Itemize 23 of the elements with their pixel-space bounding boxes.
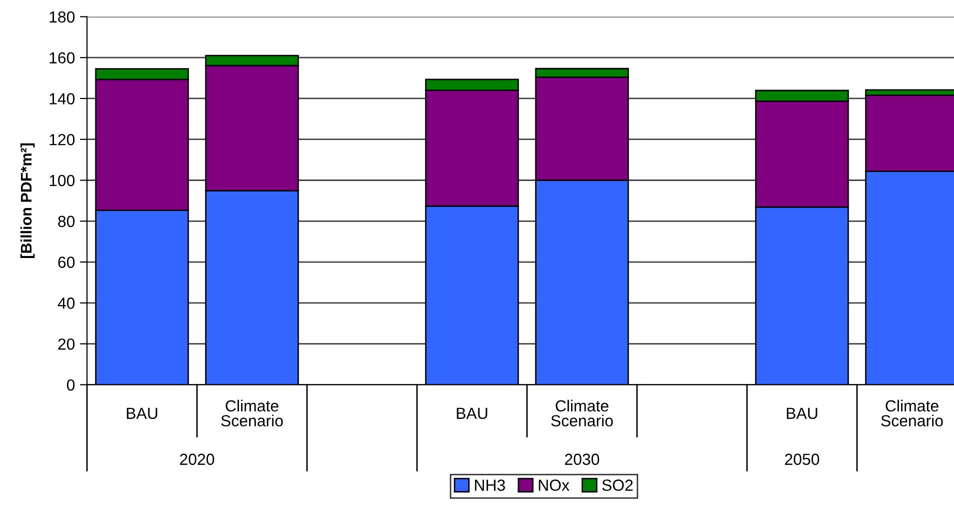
x-tick-label: BAU: [456, 408, 488, 419]
y-tick-label: 180: [50, 11, 75, 23]
y-tick-label: 20: [58, 338, 75, 350]
legend-label: SO2: [602, 480, 633, 491]
y-tick-label: 0: [66, 379, 75, 391]
x-tick-label: BAU: [786, 408, 818, 419]
y-tick-label: 100: [50, 174, 75, 186]
text: 2030: [565, 454, 600, 465]
y-tick-label: 160: [50, 52, 75, 64]
x-tick-label: BAU: [126, 408, 158, 419]
y-tick-label: 120: [50, 134, 75, 146]
text: 2020: [180, 454, 214, 465]
legend-label: NOx: [538, 480, 570, 491]
x-tick-label: Climate Scenario: [881, 400, 943, 426]
x-tick-label: Climate Scenario: [221, 400, 283, 426]
x-tick-label: Climate Scenario: [551, 400, 613, 426]
text: 2050: [785, 454, 820, 465]
y-tick-label: 40: [58, 298, 75, 309]
y-tick-label: 140: [50, 93, 75, 104]
y-tick-label: 80: [58, 216, 75, 228]
y-tick-label: 60: [58, 256, 75, 268]
y-axis-title: [Billion PDF*m²]: [20, 143, 35, 258]
legend-label: NH3: [475, 480, 505, 491]
